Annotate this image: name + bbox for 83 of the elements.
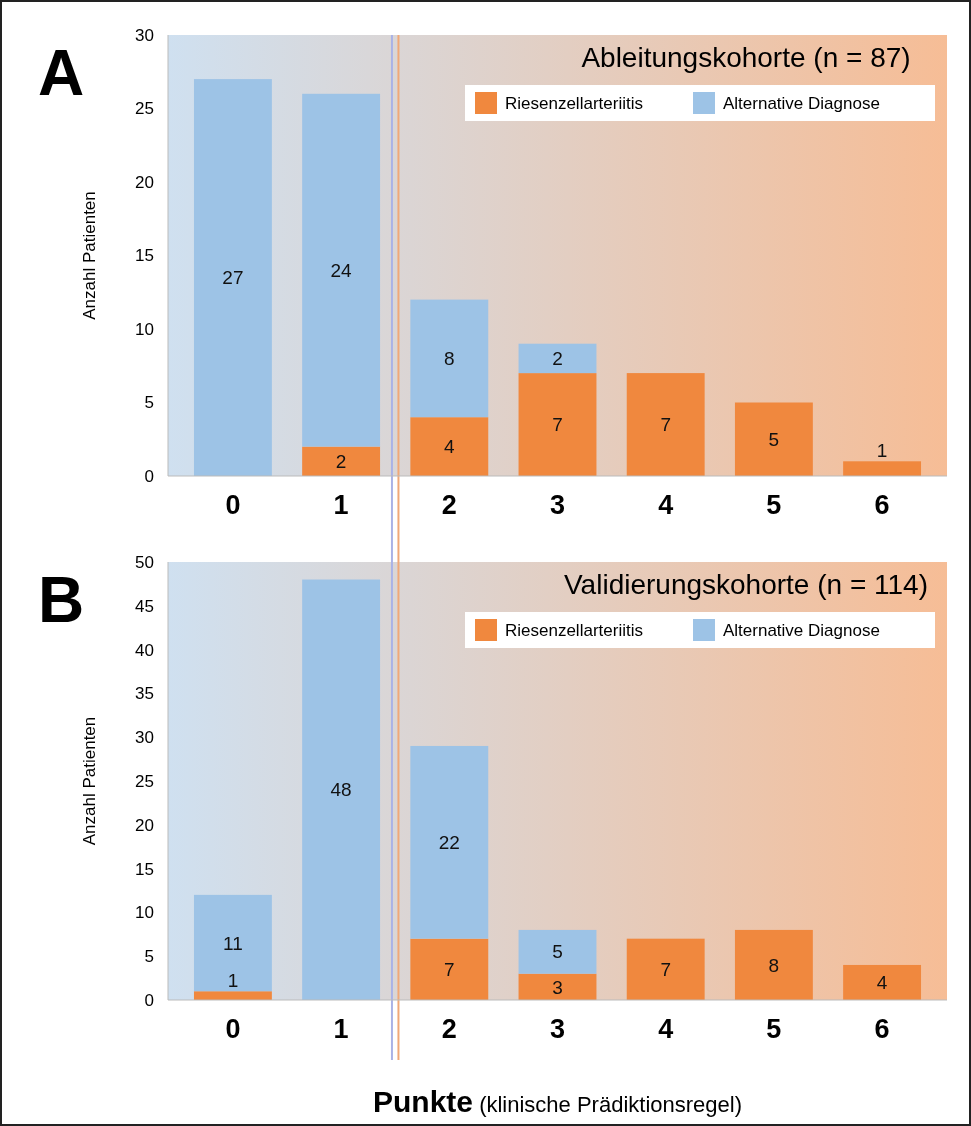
data-label: 3 — [552, 976, 563, 998]
y-tick-label: 40 — [135, 640, 154, 660]
y-tick-label: 35 — [135, 684, 154, 704]
legend-label: Alternative Diagnose — [723, 620, 880, 640]
bar — [518, 343, 597, 374]
y-tick-label: 0 — [144, 466, 154, 486]
y-tick-label: 50 — [135, 552, 154, 572]
data-label: 7 — [660, 958, 671, 980]
bar — [193, 894, 272, 992]
legend-label: Riesenzellarteriitis — [505, 93, 643, 113]
y-tick-label: 0 — [144, 990, 154, 1010]
bar — [410, 417, 489, 476]
y-tick-label: 25 — [135, 99, 154, 119]
y-tick-label: 15 — [135, 246, 154, 266]
data-label: 2 — [335, 450, 347, 472]
y-tick-label: 10 — [135, 903, 154, 923]
bar — [518, 973, 597, 1000]
legend-label: Riesenzellarteriitis — [505, 620, 643, 640]
y-tick-label: 25 — [135, 771, 154, 791]
data-label: 2 — [552, 348, 563, 370]
y-tick-label: 10 — [135, 319, 154, 339]
data-label: 7 — [660, 414, 671, 436]
data-label: 11 — [223, 932, 243, 954]
bar — [193, 79, 272, 476]
chart-title: Ableitungskohorte (n = 87) — [581, 42, 911, 73]
x-tick-label: 0 — [225, 1014, 241, 1044]
y-tick-label: 15 — [135, 859, 154, 879]
x-tick-label: 1 — [333, 1014, 349, 1044]
bar — [193, 991, 272, 1000]
x-tick-label: 5 — [766, 1014, 782, 1044]
y-tick-label: 20 — [135, 172, 154, 192]
y-axis-title: Anzahl Patienten — [80, 716, 99, 846]
bar — [302, 446, 381, 476]
data-label: 1 — [876, 440, 888, 462]
data-label: 8 — [768, 954, 780, 976]
x-tick-label: 6 — [874, 1014, 890, 1044]
data-label: 7 — [444, 958, 455, 980]
bar — [843, 461, 922, 476]
data-label: 27 — [222, 267, 244, 289]
bar — [518, 373, 597, 476]
bar — [734, 929, 813, 1000]
data-label: 22 — [438, 831, 460, 853]
x-tick-label: 5 — [766, 490, 782, 520]
bar — [410, 938, 489, 1000]
bar — [518, 929, 597, 974]
y-tick-label: 5 — [144, 393, 154, 413]
bar — [302, 93, 381, 447]
y-axis-title: Anzahl Patienten — [80, 191, 99, 320]
bar — [410, 299, 489, 418]
x-tick-label: 3 — [549, 1014, 566, 1044]
text: A — [38, 37, 85, 109]
bar — [410, 745, 489, 939]
x-tick-label: 4 — [658, 1014, 674, 1044]
y-tick-label: 20 — [135, 815, 154, 835]
data-label: 48 — [330, 779, 352, 801]
y-tick-label: 30 — [135, 25, 154, 45]
data-label: 4 — [876, 972, 888, 994]
bar — [626, 373, 705, 476]
data-label: 4 — [444, 436, 456, 458]
bar — [843, 964, 922, 1000]
data-label: 1 — [227, 970, 239, 992]
bar — [734, 402, 813, 476]
x-tick-label: 0 — [225, 490, 241, 520]
y-tick-label: 5 — [144, 947, 154, 967]
chart-title: Validierungskohorte (n = 114) — [564, 569, 928, 600]
x-tick-label: 1 — [333, 490, 349, 520]
x-tick-label: 4 — [658, 490, 674, 520]
data-label: 5 — [552, 941, 563, 963]
y-tick-label: 30 — [135, 728, 154, 748]
data-label: 24 — [330, 259, 353, 281]
x-tick-label: 2 — [441, 1014, 457, 1044]
data-label: 5 — [768, 428, 780, 450]
bar — [302, 579, 381, 1000]
data-label: 7 — [552, 414, 563, 436]
y-tick-label: 45 — [135, 596, 154, 616]
x-tick-label: 6 — [874, 490, 890, 520]
bar — [626, 938, 705, 1000]
legend-label: Alternative Diagnose — [723, 93, 880, 113]
x-tick-label: 2 — [441, 490, 457, 520]
x-tick-label: 3 — [549, 490, 566, 520]
data-label: 8 — [444, 348, 455, 370]
x-axis-title: Punkte (klinische Prädiktionsregel) — [372, 1085, 743, 1118]
text: B — [38, 564, 85, 636]
